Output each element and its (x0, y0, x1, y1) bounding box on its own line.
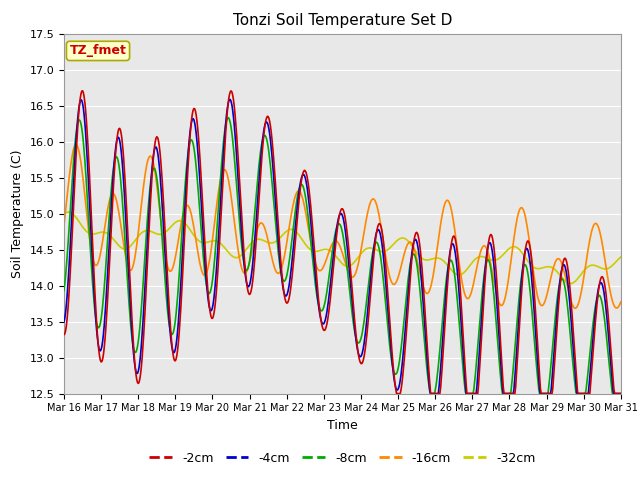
Text: TZ_fmet: TZ_fmet (70, 44, 127, 58)
Y-axis label: Soil Temperature (C): Soil Temperature (C) (11, 149, 24, 278)
X-axis label: Time: Time (327, 419, 358, 432)
Title: Tonzi Soil Temperature Set D: Tonzi Soil Temperature Set D (233, 13, 452, 28)
Legend: -2cm, -4cm, -8cm, -16cm, -32cm: -2cm, -4cm, -8cm, -16cm, -32cm (145, 447, 540, 469)
